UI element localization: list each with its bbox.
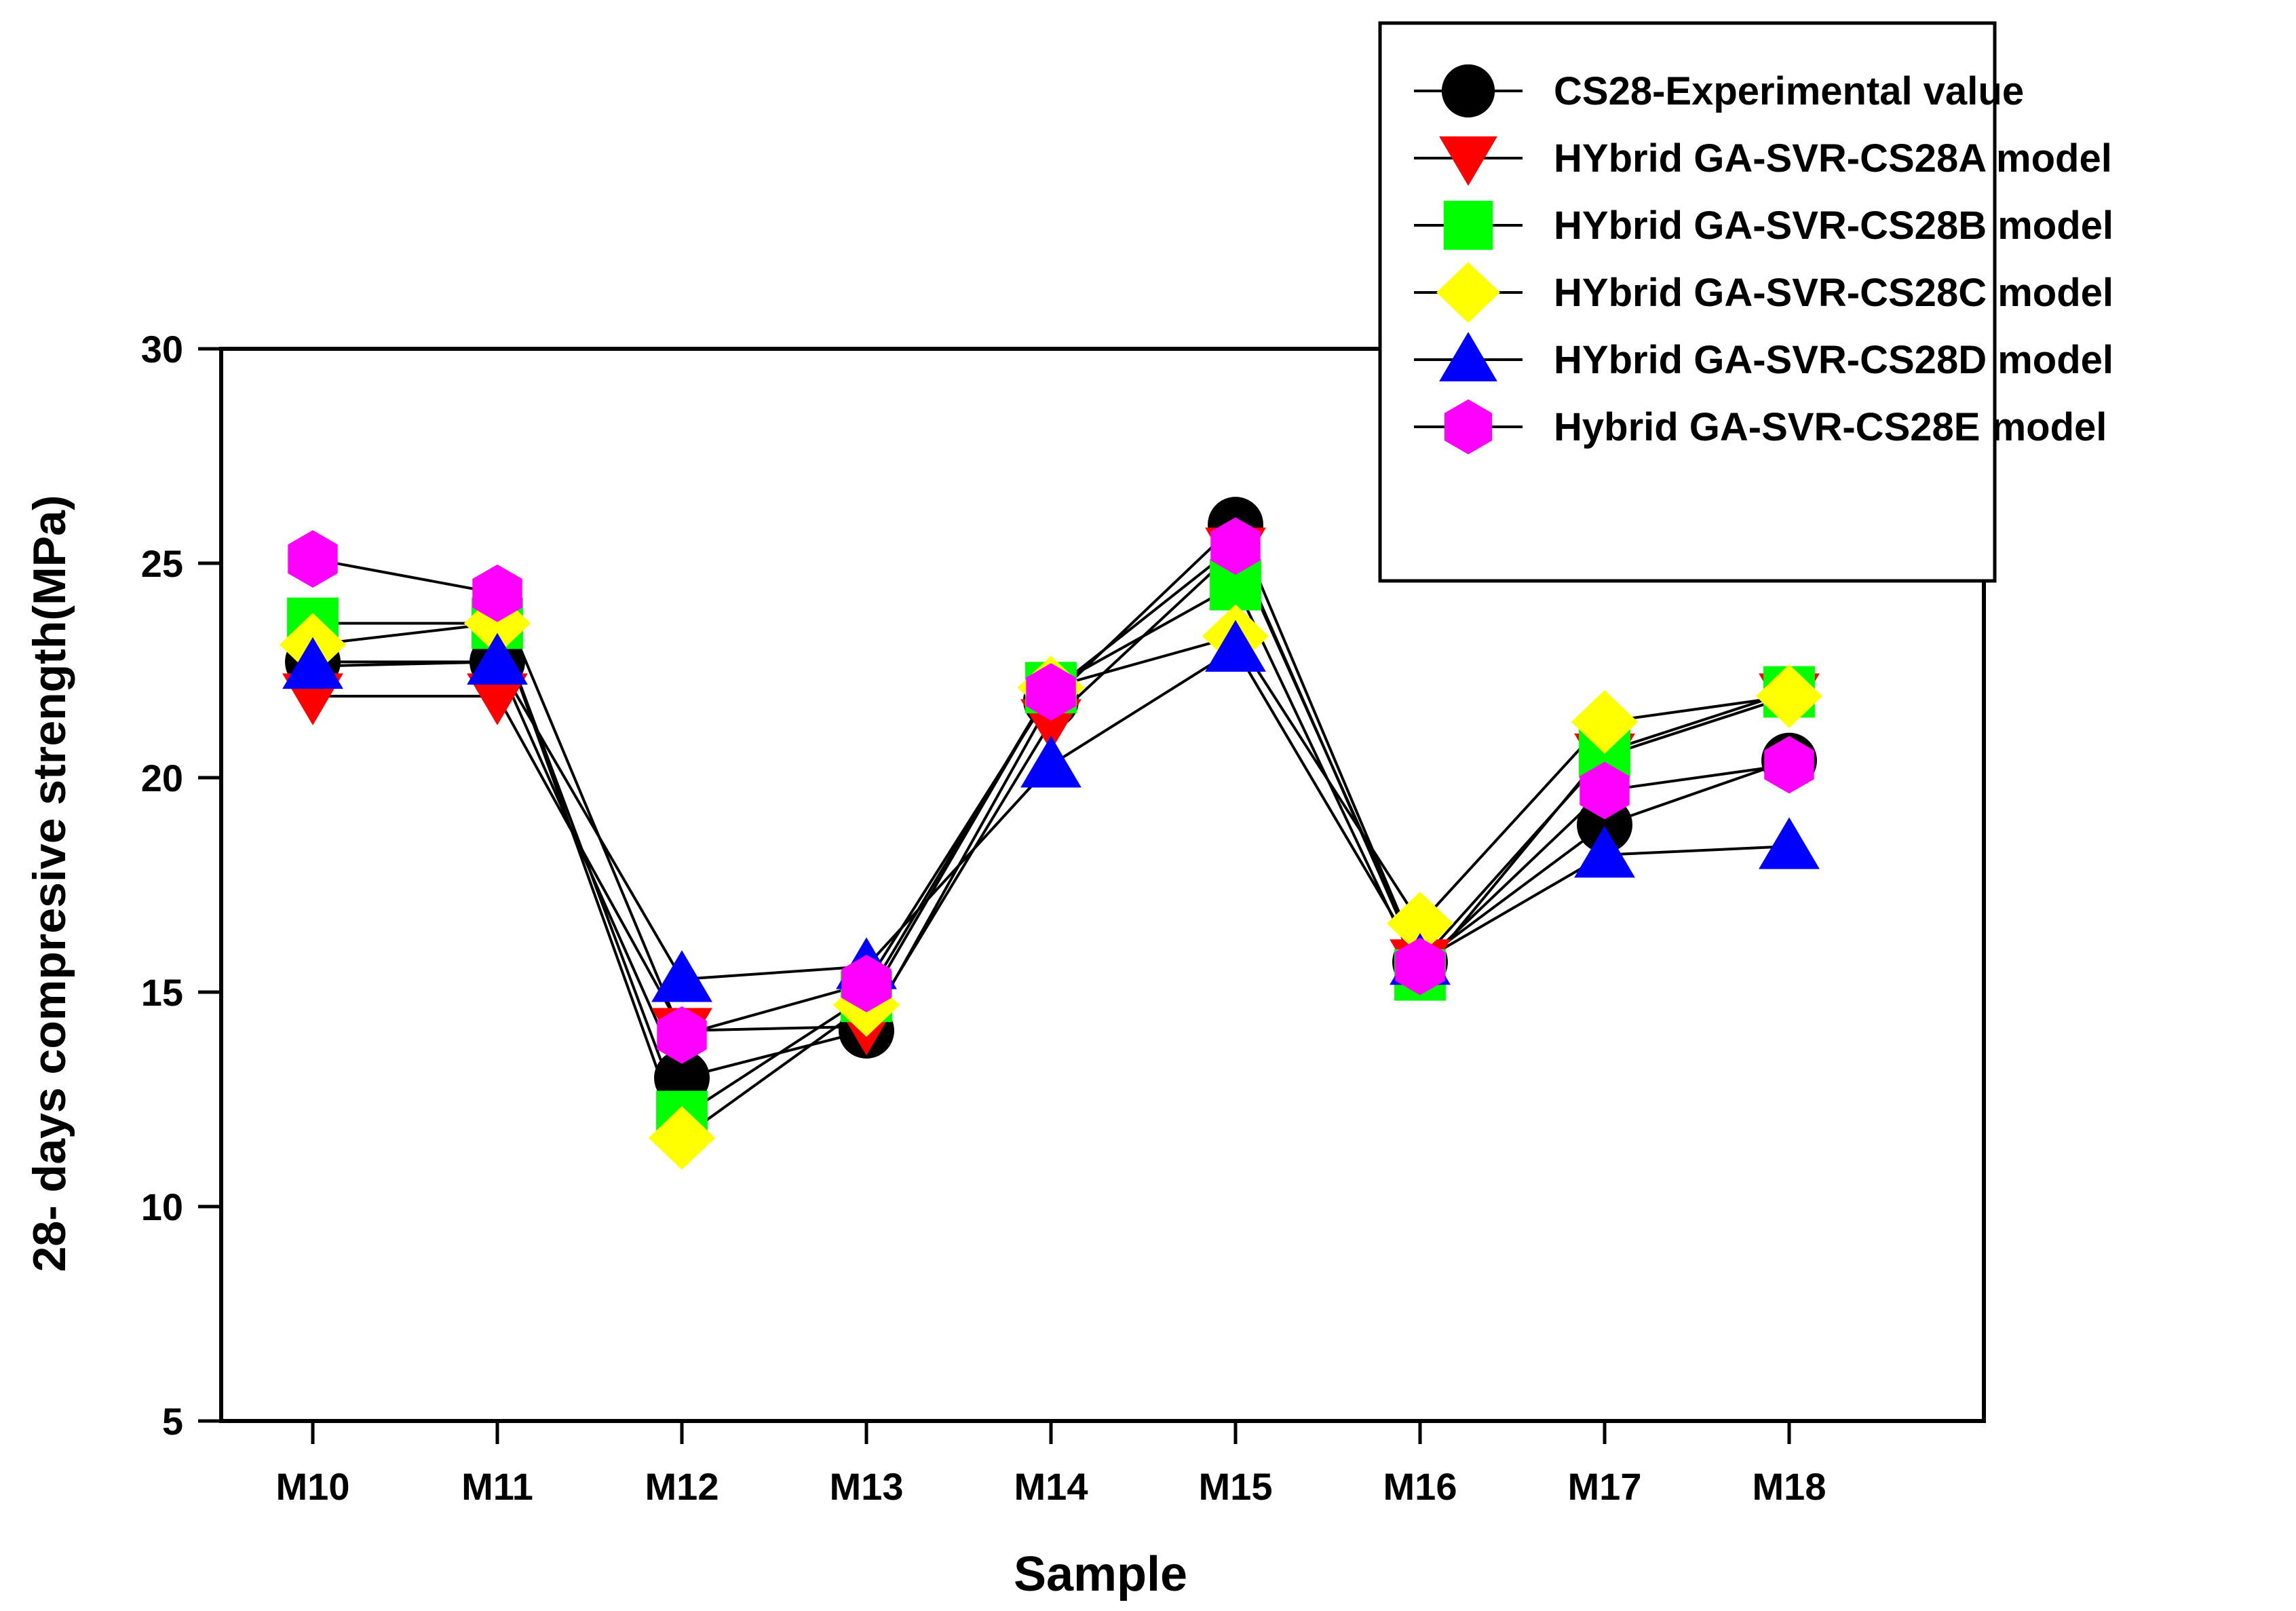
- legend-marker: [1443, 200, 1493, 250]
- data-point-series-6: [1026, 663, 1076, 721]
- legend-marker: [1439, 136, 1497, 186]
- data-point-series-4: [1571, 689, 1639, 754]
- legend-entry: HYbrid GA-SVR-CS28A model: [1554, 136, 2112, 181]
- x-axis: M10 M11 M12 M13 M14 M15 M16 M17 M18: [276, 1421, 1826, 1508]
- x-tick-label: M16: [1383, 1465, 1457, 1508]
- data-point-series-5: [651, 950, 712, 1002]
- y-axis-title: 28- days compresive strength(MPa): [24, 495, 75, 1272]
- x-tick-label: M17: [1568, 1465, 1642, 1508]
- data-point-series-6: [1764, 736, 1814, 794]
- x-tick-label: M11: [461, 1465, 533, 1508]
- series-line-1: [313, 522, 1790, 1080]
- y-tick-label: 25: [141, 542, 183, 585]
- legend: CS28-Experimental value HYbrid GA-SVR-CS2…: [1378, 21, 2113, 583]
- x-tick-label: M15: [1199, 1465, 1273, 1508]
- data-point-series-6: [1210, 517, 1261, 575]
- data-point-series-5: [1759, 817, 1820, 869]
- legend-marker: [1436, 262, 1500, 323]
- x-tick-label: M18: [1753, 1465, 1826, 1508]
- legend-entry: Hybrid GA-SVR-CS28E model: [1554, 405, 2107, 449]
- series-markers: [279, 497, 1823, 1170]
- y-tick-label: 10: [141, 1186, 183, 1228]
- data-point-series-6: [1580, 761, 1630, 820]
- data-point-series-5: [282, 637, 343, 689]
- x-axis-title: Sample: [1014, 1547, 1187, 1601]
- y-tick-label: 5: [162, 1400, 183, 1443]
- x-tick-label: M13: [830, 1465, 904, 1508]
- y-tick-label: 15: [141, 971, 183, 1014]
- plot-frame: [219, 347, 1986, 1423]
- series-line-6: [312, 544, 1790, 1037]
- series-line-2: [313, 548, 1790, 1032]
- legend-marker: [1441, 64, 1495, 118]
- data-point-series-6: [841, 954, 892, 1012]
- data-point-series-6: [472, 564, 522, 622]
- x-tick-label: M10: [276, 1465, 350, 1508]
- data-point-series-5: [467, 632, 528, 685]
- y-axis: 5 10 15 20 25 30: [141, 328, 221, 1443]
- data-point-series-4: [648, 1105, 716, 1170]
- legend-entry: HYbrid GA-SVR-CS28B model: [1554, 204, 2113, 248]
- y-tick-label: 20: [141, 757, 183, 799]
- legend-entry: CS28-Experimental value: [1554, 69, 2024, 113]
- x-tick-label: M14: [1014, 1465, 1088, 1508]
- data-point-series-6: [1395, 937, 1445, 996]
- legend-entry: HYbrid GA-SVR-CS28D model: [1554, 338, 2113, 382]
- legend-marker: [1439, 332, 1497, 381]
- data-point-series-5: [1205, 620, 1266, 672]
- data-point-series-4: [1755, 664, 1823, 728]
- x-tick-label: M12: [645, 1465, 719, 1508]
- legend-marker: [1444, 399, 1493, 455]
- data-point-series-5: [1574, 825, 1635, 878]
- series-lines: [312, 522, 1790, 1141]
- data-point-series-6: [288, 530, 338, 588]
- plot-border: [219, 347, 1986, 1423]
- data-point-series-5: [1020, 736, 1082, 788]
- y-tick-label: 30: [141, 328, 183, 371]
- data-point-series-6: [657, 1006, 707, 1064]
- legend-entry: HYbrid GA-SVR-CS28C model: [1554, 271, 2113, 315]
